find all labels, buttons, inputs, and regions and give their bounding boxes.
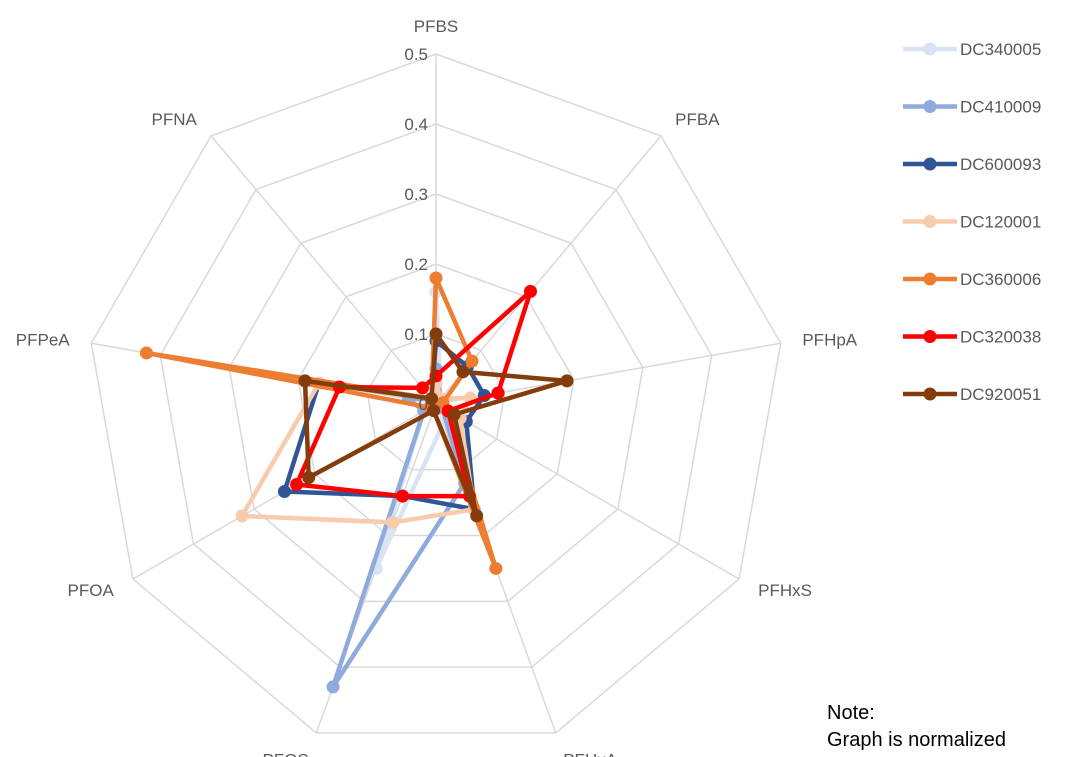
legend-label: DC600093: [960, 155, 1041, 174]
legend-item-dc340005: DC340005: [903, 40, 1041, 59]
axis-labels: PFBS PFBA PFHpA PFHxS PFHxA PFOS PFOA PFPeA PFNA: [16, 17, 858, 757]
axis-label-pfhxs: PFHxS: [758, 581, 812, 600]
tick-label-2: 0.2: [404, 255, 428, 274]
point-dc360006-pfba: [465, 354, 479, 368]
tick-label-5: 0.5: [404, 45, 428, 64]
axis-label-pfos: PFOS: [262, 751, 308, 757]
grid-ring-5: [90, 53, 782, 734]
point-dc320038-pfoa: [290, 478, 304, 491]
legend-swatch-marker: [923, 100, 937, 113]
legend: DC340005 DC410009 DC600093 DC120001 DC360006…: [903, 40, 1041, 404]
note-title: Note:: [827, 702, 875, 724]
point-dc920051-pfoa: [302, 471, 316, 484]
note-body: Graph is normalized: [827, 729, 1006, 751]
axis-label-pfoa: PFOA: [68, 581, 115, 600]
axis-label-pfhxa: PFHxA: [563, 751, 618, 757]
legend-label: DC340005: [960, 40, 1041, 59]
tick-label-0: 0: [419, 395, 428, 414]
point-dc120001-pfos: [386, 515, 400, 529]
legend-label: DC920051: [960, 385, 1041, 404]
legend-swatch-marker: [923, 42, 937, 56]
tick-labels: 0 0.1 0.2 0.3 0.4 0.5: [404, 45, 428, 414]
series-line-dc320038: [294, 289, 533, 499]
legend-item-dc120001: DC120001: [903, 213, 1041, 232]
legend-item-dc320038: DC320038: [903, 328, 1041, 347]
point-dc410009-pfos: [326, 680, 340, 694]
point-dc920051-pfhxa: [470, 509, 484, 523]
series-layer: [139, 271, 574, 694]
point-dc600093-pfoa: [277, 485, 291, 498]
point-dc920051-pfna: [425, 392, 439, 406]
legend-swatch-marker: [923, 272, 937, 286]
legend-item-dc920051: DC920051: [903, 385, 1041, 404]
point-dc920051-pfbs: [429, 327, 443, 341]
grid-ring-4: [159, 123, 713, 668]
series-dc920051: [298, 327, 574, 523]
legend-item-dc600093: DC600093: [903, 155, 1041, 174]
point-dc920051-pfhpa: [560, 374, 574, 388]
legend-swatch-marker: [923, 157, 937, 171]
point-dc920051-pfhxs: [447, 408, 461, 421]
grid-ring-1: [366, 333, 506, 471]
axis-label-pfna: PFNA: [152, 110, 198, 129]
point-dc360006-pfhxa: [489, 561, 503, 575]
tick-label-3: 0.3: [404, 185, 428, 204]
legend-label: DC320038: [960, 328, 1041, 347]
point-dc920051-pfpea: [298, 374, 312, 388]
axis-label-pfpea: PFPeA: [16, 330, 71, 349]
point-dc120001-pfoa: [235, 509, 249, 523]
legend-swatch-marker: [923, 215, 937, 228]
point-dc320038-pfna: [416, 381, 430, 395]
spoke-pfhxs: [435, 403, 740, 580]
series-line-dc920051: [302, 331, 570, 519]
point-dc320038-pfhpa: [491, 386, 505, 400]
legend-label: DC410009: [960, 98, 1041, 117]
point-dc360006-pfbs: [429, 271, 443, 285]
legend-label: DC120001: [960, 213, 1041, 232]
point-dc360006-pfpea: [139, 346, 153, 360]
legend-swatch-marker: [923, 330, 937, 343]
legend-item-dc360006: DC360006: [903, 270, 1041, 289]
point-dc920051-pfos: [427, 404, 441, 418]
point-dc920051-pfba: [456, 365, 470, 379]
radar-grid: [90, 53, 782, 734]
tick-label-1: 0.1: [404, 325, 428, 344]
point-dc320038-pfba: [523, 284, 537, 298]
legend-label: DC360006: [960, 270, 1041, 289]
axis-label-pfbs: PFBS: [414, 17, 458, 36]
point-dc320038-pfos: [395, 489, 409, 503]
tick-label-4: 0.4: [404, 115, 428, 134]
note-text: Note: Graph is normalized: [827, 700, 1066, 754]
axis-label-pfba: PFBA: [675, 110, 720, 129]
spoke-pfna: [210, 135, 437, 405]
legend-swatch-marker: [923, 387, 937, 401]
grid-ring-3: [228, 193, 644, 603]
axis-label-pfhpa: PFHpA: [802, 330, 857, 349]
grid-ring-2: [297, 263, 575, 537]
legend-item-dc410009: DC410009: [903, 98, 1041, 117]
